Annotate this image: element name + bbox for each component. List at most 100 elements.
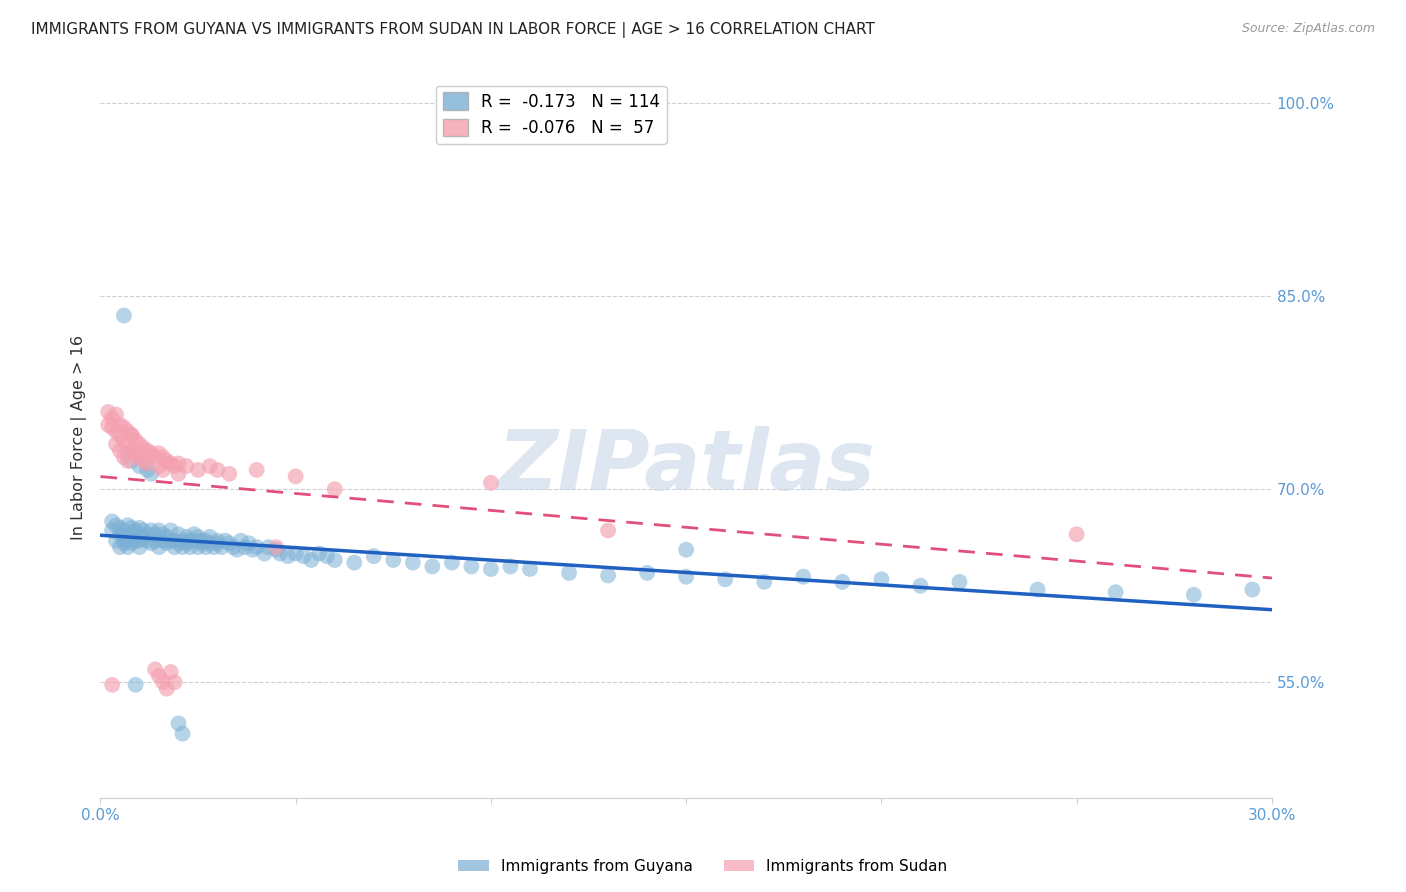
Point bbox=[163, 540, 186, 554]
Point bbox=[105, 437, 128, 451]
Point bbox=[172, 540, 194, 554]
Point bbox=[124, 524, 146, 538]
Legend: R =  -0.173   N = 114, R =  -0.076   N =  57: R = -0.173 N = 114, R = -0.076 N = 57 bbox=[436, 86, 666, 144]
Point bbox=[596, 524, 619, 538]
Point bbox=[128, 533, 150, 548]
Point bbox=[163, 458, 186, 473]
Point bbox=[284, 469, 307, 483]
Point bbox=[402, 556, 425, 570]
Point bbox=[323, 553, 346, 567]
Point bbox=[128, 450, 150, 464]
Point bbox=[101, 411, 124, 425]
Point bbox=[121, 428, 143, 442]
Point bbox=[136, 457, 159, 471]
Point bbox=[112, 524, 135, 538]
Point bbox=[105, 408, 128, 422]
Point bbox=[792, 570, 814, 584]
Point bbox=[179, 540, 201, 554]
Point bbox=[121, 443, 143, 458]
Text: Source: ZipAtlas.com: Source: ZipAtlas.com bbox=[1241, 22, 1375, 36]
Point bbox=[191, 533, 214, 548]
Point bbox=[128, 437, 150, 451]
Point bbox=[159, 457, 181, 471]
Point bbox=[132, 524, 155, 538]
Point bbox=[238, 536, 260, 550]
Text: ZIPatlas: ZIPatlas bbox=[498, 426, 875, 507]
Point bbox=[202, 540, 225, 554]
Point bbox=[675, 542, 697, 557]
Point bbox=[112, 420, 135, 434]
Point bbox=[148, 446, 170, 460]
Point bbox=[596, 568, 619, 582]
Point bbox=[143, 527, 166, 541]
Point bbox=[1026, 582, 1049, 597]
Point bbox=[754, 574, 776, 589]
Point bbox=[112, 531, 135, 545]
Point bbox=[214, 533, 236, 548]
Point bbox=[422, 559, 444, 574]
Point bbox=[207, 463, 229, 477]
Point bbox=[136, 527, 159, 541]
Point bbox=[194, 540, 217, 554]
Point bbox=[136, 533, 159, 548]
Point bbox=[152, 527, 174, 541]
Point bbox=[112, 450, 135, 464]
Point bbox=[323, 482, 346, 496]
Point bbox=[1066, 527, 1088, 541]
Point bbox=[108, 540, 131, 554]
Point bbox=[675, 570, 697, 584]
Point bbox=[246, 463, 269, 477]
Point bbox=[108, 417, 131, 432]
Point bbox=[948, 574, 970, 589]
Point bbox=[121, 428, 143, 442]
Point bbox=[156, 681, 179, 696]
Point bbox=[198, 530, 221, 544]
Point bbox=[117, 454, 139, 468]
Point bbox=[117, 540, 139, 554]
Point bbox=[101, 515, 124, 529]
Point bbox=[183, 533, 205, 548]
Point bbox=[105, 518, 128, 533]
Point bbox=[136, 443, 159, 458]
Point bbox=[101, 678, 124, 692]
Point bbox=[292, 549, 315, 563]
Point bbox=[479, 562, 502, 576]
Point bbox=[519, 562, 541, 576]
Point bbox=[105, 425, 128, 439]
Point bbox=[277, 549, 299, 563]
Point bbox=[636, 566, 658, 580]
Point bbox=[163, 675, 186, 690]
Point bbox=[558, 566, 581, 580]
Point bbox=[101, 524, 124, 538]
Point bbox=[499, 559, 522, 574]
Point bbox=[218, 467, 240, 481]
Point bbox=[124, 678, 146, 692]
Point bbox=[136, 463, 159, 477]
Point bbox=[156, 536, 179, 550]
Point bbox=[172, 727, 194, 741]
Point bbox=[257, 540, 280, 554]
Point bbox=[176, 536, 198, 550]
Point bbox=[343, 556, 366, 570]
Point bbox=[246, 540, 269, 554]
Point bbox=[167, 467, 190, 481]
Point bbox=[108, 428, 131, 442]
Point bbox=[124, 446, 146, 460]
Point bbox=[117, 437, 139, 451]
Point bbox=[148, 524, 170, 538]
Point bbox=[479, 475, 502, 490]
Point bbox=[152, 463, 174, 477]
Point bbox=[167, 457, 190, 471]
Point bbox=[264, 542, 287, 557]
Point bbox=[128, 527, 150, 541]
Point bbox=[264, 540, 287, 554]
Point bbox=[163, 533, 186, 548]
Point bbox=[141, 524, 163, 538]
Point bbox=[148, 540, 170, 554]
Point bbox=[159, 533, 181, 548]
Point bbox=[121, 521, 143, 535]
Point bbox=[121, 536, 143, 550]
Point bbox=[226, 542, 249, 557]
Point bbox=[870, 572, 893, 586]
Point bbox=[187, 463, 209, 477]
